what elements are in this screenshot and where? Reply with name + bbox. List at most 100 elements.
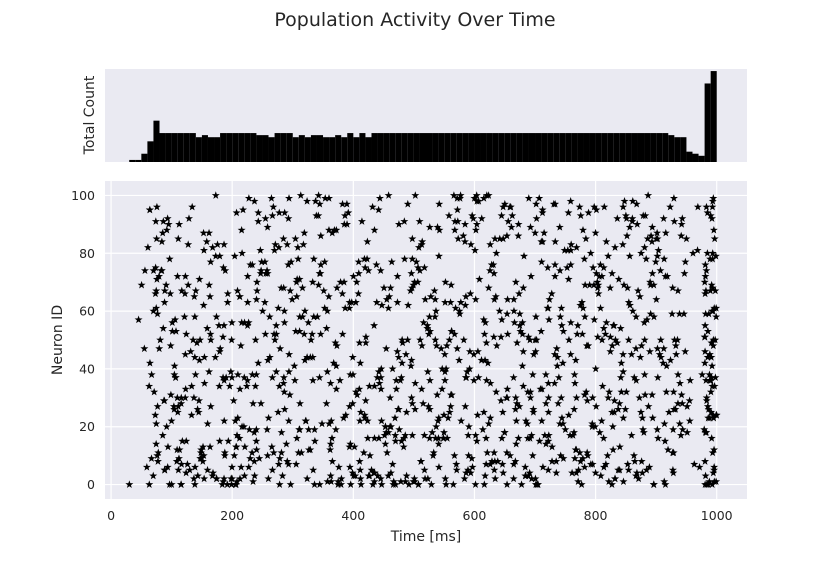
spike-point xyxy=(190,353,199,361)
spike-point xyxy=(386,283,395,292)
spike-point xyxy=(578,454,587,462)
spike-point xyxy=(261,214,270,222)
spike-point xyxy=(421,295,430,303)
spike-point xyxy=(394,220,403,228)
spike-point xyxy=(707,280,716,289)
spike-point xyxy=(361,338,370,347)
spike-point xyxy=(703,353,712,361)
spike-point xyxy=(279,373,288,381)
histogram-bar xyxy=(341,137,348,162)
spike-point xyxy=(573,330,582,338)
spike-point xyxy=(705,413,714,422)
y-tick-label: 40 xyxy=(79,361,95,376)
spike-point xyxy=(679,309,688,318)
spike-point xyxy=(671,405,680,413)
histogram-bar xyxy=(195,137,202,162)
spike-point xyxy=(338,330,347,338)
spike-point xyxy=(387,422,395,431)
spike-point xyxy=(661,436,670,445)
spike-point xyxy=(235,474,244,483)
spike-point xyxy=(432,422,441,431)
spike-point xyxy=(685,396,694,405)
spike-point xyxy=(275,382,284,390)
spike-point xyxy=(257,399,265,407)
spike-point xyxy=(499,468,508,477)
spike-point xyxy=(556,266,564,275)
spike-point xyxy=(462,373,471,381)
spike-point xyxy=(328,228,337,237)
spike-point xyxy=(649,312,658,321)
spike-point xyxy=(300,356,309,364)
spike-point xyxy=(586,249,595,257)
spike-point xyxy=(243,298,252,306)
spike-point xyxy=(415,217,424,225)
spike-point xyxy=(420,263,429,272)
spike-point xyxy=(145,382,154,390)
spike-point xyxy=(673,399,682,407)
spike-point xyxy=(199,442,208,451)
spike-point xyxy=(235,292,244,301)
spike-point xyxy=(251,335,260,344)
spike-point xyxy=(552,344,561,353)
spike-point xyxy=(580,463,589,471)
spike-point xyxy=(376,474,385,483)
spike-point xyxy=(592,402,601,410)
spike-point xyxy=(152,439,161,448)
spike-point xyxy=(620,197,629,205)
spike-point xyxy=(279,379,288,387)
spike-point xyxy=(308,330,317,338)
spike-point xyxy=(640,243,649,251)
spike-point xyxy=(640,370,649,379)
spike-point xyxy=(284,214,293,222)
histogram-bar xyxy=(662,133,669,162)
spike-point xyxy=(669,194,678,202)
spike-point xyxy=(597,416,606,425)
spike-point xyxy=(327,477,336,486)
histogram-bar xyxy=(383,133,390,162)
spike-point xyxy=(624,335,633,344)
spike-point xyxy=(370,382,379,390)
histogram-bar xyxy=(310,135,317,162)
histogram-bar xyxy=(535,133,542,162)
spike-point xyxy=(417,341,426,350)
spike-point xyxy=(393,298,402,306)
spike-point xyxy=(639,425,647,434)
spike-point xyxy=(252,425,261,434)
histogram-bar xyxy=(644,133,651,162)
spike-point xyxy=(304,318,313,327)
spike-point xyxy=(625,223,634,231)
spike-point xyxy=(299,240,308,248)
spike-point xyxy=(700,277,709,286)
spike-point xyxy=(532,335,541,344)
spike-point xyxy=(653,251,662,260)
spike-point xyxy=(606,347,615,355)
spike-point xyxy=(660,419,669,428)
spike-point xyxy=(191,370,200,379)
spike-point xyxy=(337,480,346,488)
spike-point xyxy=(498,408,507,416)
spike-point xyxy=(503,330,512,338)
spike-point xyxy=(162,225,171,234)
spike-point xyxy=(570,379,579,387)
spike-point xyxy=(314,211,323,220)
spike-point xyxy=(182,330,191,338)
spike-point xyxy=(598,382,607,390)
spike-point xyxy=(599,324,608,332)
histogram-bar xyxy=(135,159,142,162)
spike-point xyxy=(426,292,435,301)
spike-point xyxy=(206,402,215,410)
histogram-bar xyxy=(432,133,439,162)
spike-point xyxy=(600,202,609,211)
spike-point xyxy=(570,454,579,462)
spike-point xyxy=(300,330,309,338)
spike-point xyxy=(588,393,597,402)
spike-point xyxy=(579,225,587,234)
spike-point xyxy=(455,356,464,364)
spike-point xyxy=(402,471,411,480)
spike-point xyxy=(187,410,196,419)
spike-point xyxy=(515,321,524,329)
spike-point xyxy=(321,194,330,202)
spike-point xyxy=(285,194,294,202)
spike-point xyxy=(246,454,255,462)
histogram-bar xyxy=(274,133,281,162)
